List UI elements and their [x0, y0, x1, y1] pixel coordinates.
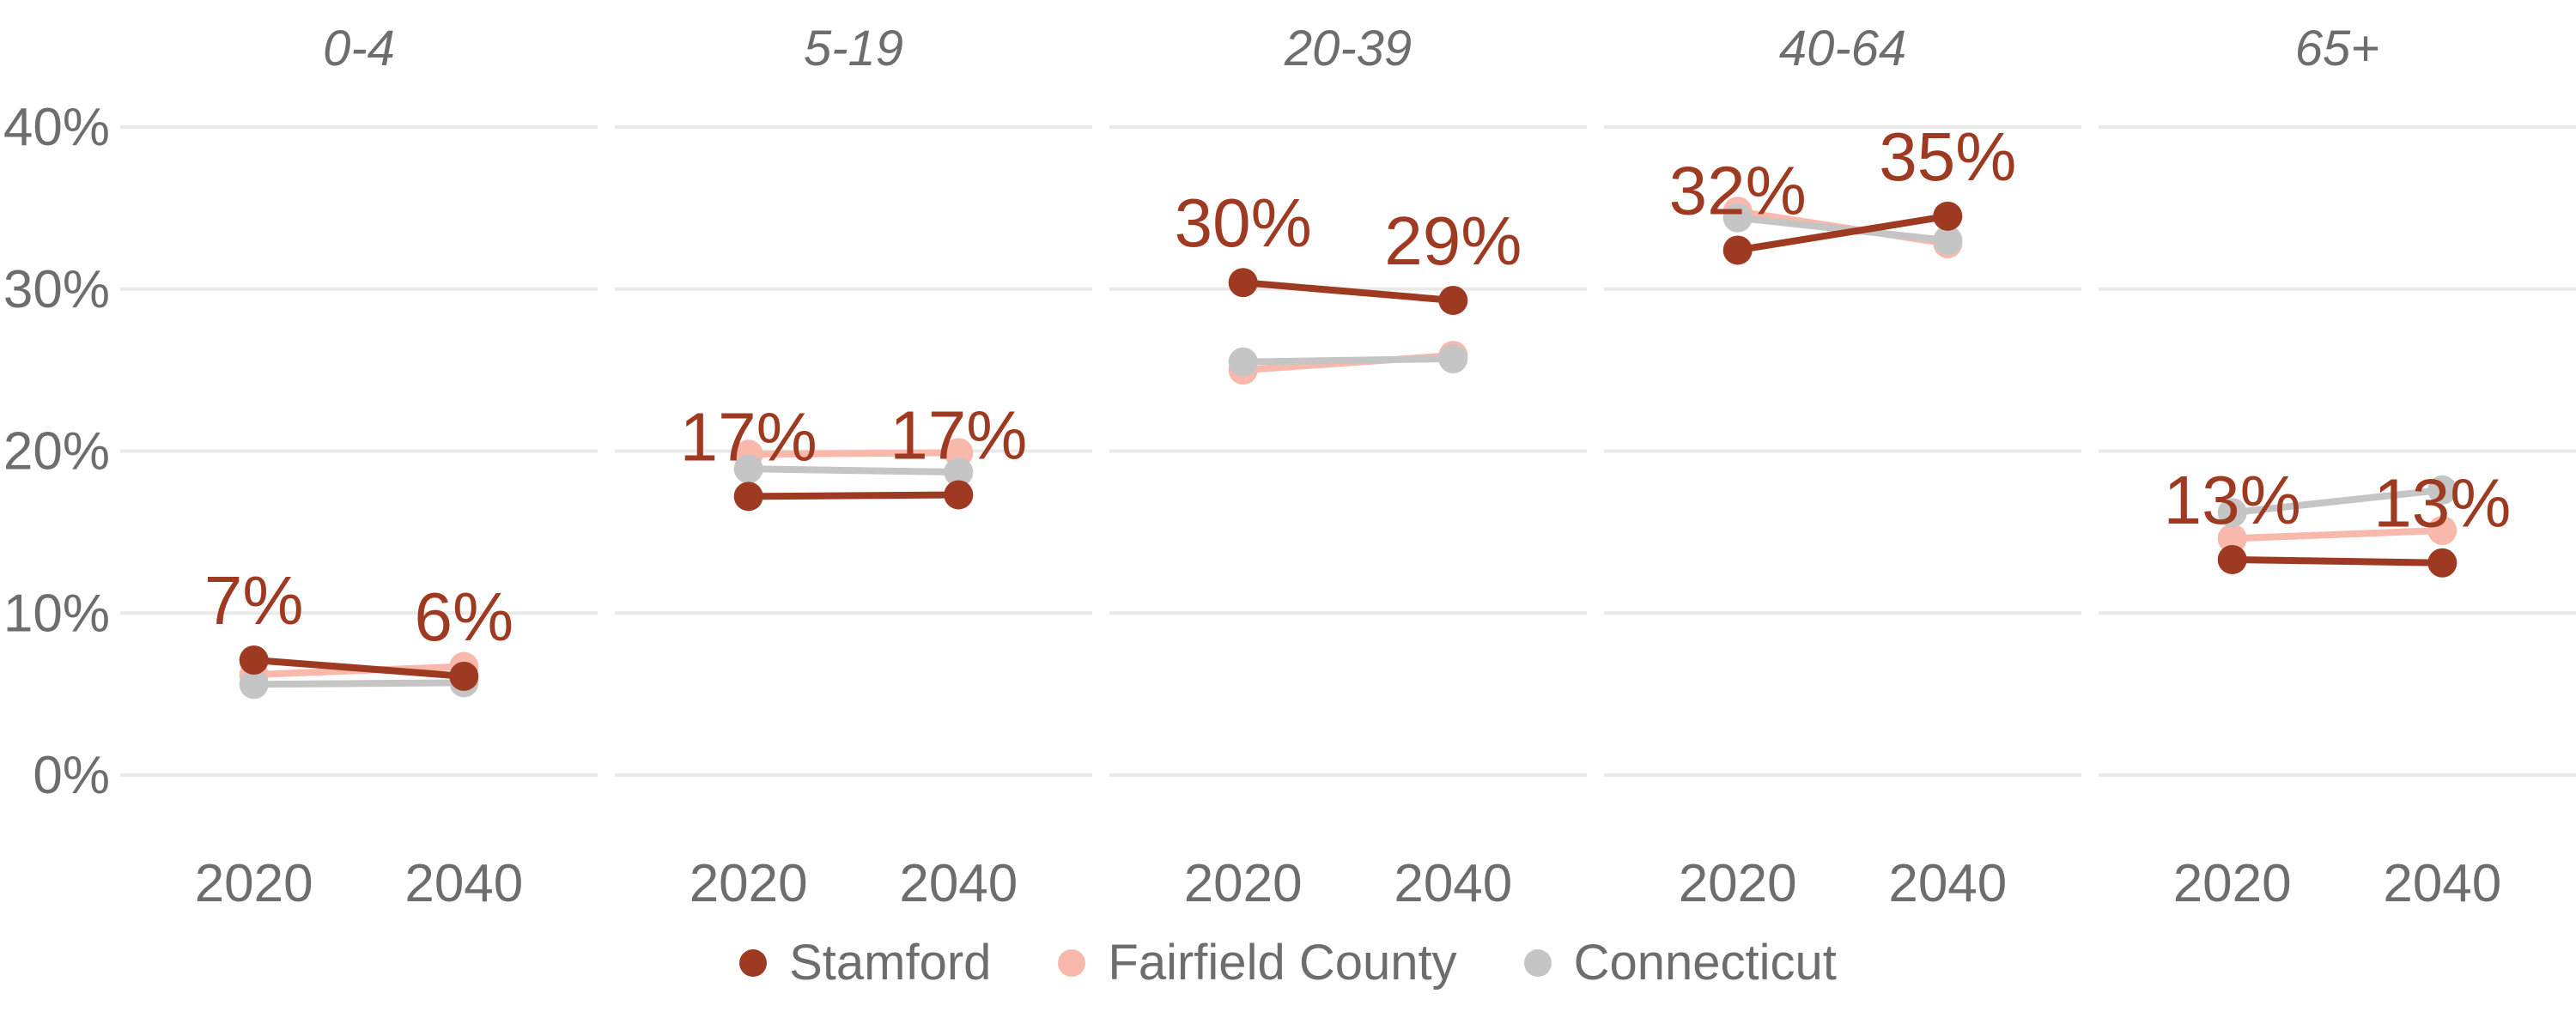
data-point-stamford-2020 [1722, 235, 1753, 265]
x-axis-tick-label-2020: 2020 [690, 854, 808, 913]
data-label-65+-2020: 13% [2164, 462, 2301, 538]
data-point-connecticut-2020 [2217, 498, 2247, 528]
legend-item-stamford: Stamford [739, 934, 991, 991]
y-axis-tick-label-0%: 0% [33, 746, 110, 805]
data-point-connecticut-2020 [239, 670, 269, 700]
data-point-stamford-2040 [449, 661, 479, 691]
series-line-fairfield-county [744, 449, 963, 458]
data-label-5-19-2040: 17% [890, 397, 1027, 473]
data-point-connecticut-2020 [1228, 347, 1258, 377]
y-axis-tick-label-10%: 10% [3, 584, 110, 643]
x-axis-tick-label-2040: 2040 [2383, 854, 2501, 913]
x-axis-tick-label-2040: 2040 [899, 854, 1018, 913]
facet-title-40-64: 40-64 [1779, 21, 1906, 76]
facet-title-0-4: 0-4 [323, 21, 395, 76]
legend-dot-connecticut [1523, 948, 1552, 977]
series-line-connecticut [2228, 486, 2446, 517]
data-point-stamford-2020 [1228, 268, 1258, 298]
data-point-connecticut-2040 [944, 457, 974, 488]
y-axis-tick-label-40%: 40% [3, 98, 110, 157]
data-point-fairfield-county-2020 [2217, 524, 2247, 554]
data-label-40-64-2020: 32% [1669, 152, 1807, 228]
facet-title-5-19: 5-19 [804, 21, 903, 76]
legend-label-stamford: Stamford [789, 935, 992, 991]
data-point-stamford-2020 [733, 482, 763, 512]
legend-item-fairfield-county: Fairfield County [1058, 934, 1457, 991]
data-point-connecticut-2020 [733, 454, 763, 484]
y-axis-tick-label-20%: 20% [3, 422, 110, 482]
data-point-connecticut-2040 [1438, 343, 1468, 373]
x-axis-tick-label-2020: 2020 [1184, 854, 1303, 913]
data-point-stamford-2020 [239, 645, 269, 675]
x-axis-tick-label-2040: 2040 [1394, 854, 1512, 913]
series-line-connecticut [1239, 354, 1457, 366]
data-point-stamford-2040 [1438, 285, 1468, 315]
legend-dot-stamford [739, 948, 768, 977]
series-line-stamford [2228, 555, 2446, 566]
data-label-20-39-2040: 29% [1384, 203, 1522, 279]
data-point-connecticut-2020 [1722, 203, 1753, 233]
data-label-20-39-2020: 30% [1175, 185, 1312, 261]
legend-item-connecticut: Connecticut [1523, 934, 1837, 991]
data-point-stamford-2020 [2217, 544, 2247, 574]
x-axis-tick-label-2040: 2040 [404, 854, 523, 913]
legend-label-fairfield-county: Fairfield County [1108, 935, 1457, 991]
legend: Stamford Fairfield County Connecticut [0, 934, 2576, 991]
legend-dot-fairfield-county [1058, 948, 1086, 977]
data-label-40-64-2040: 35% [1879, 118, 2016, 195]
series-line-connecticut [1734, 214, 1952, 245]
data-point-connecticut-2040 [1933, 226, 1963, 256]
x-axis-tick-label-2020: 2020 [1679, 854, 1797, 913]
series-line-connecticut [744, 465, 963, 476]
x-axis-tick-label-2040: 2040 [1888, 854, 2007, 913]
data-point-stamford-2040 [944, 480, 974, 510]
data-point-stamford-2040 [2427, 548, 2458, 578]
data-point-stamford-2040 [1933, 201, 1963, 231]
x-axis-tick-label-2020: 2020 [2173, 854, 2292, 913]
series-line-stamford [1734, 212, 1952, 254]
series-line-fairfield-county [2228, 526, 2446, 542]
series-line-stamford [744, 491, 963, 500]
data-label-0-4-2040: 6% [415, 579, 514, 655]
data-label-0-4-2020: 7% [204, 562, 304, 639]
data-point-fairfield-county-2040 [2427, 515, 2458, 545]
series-line-stamford [1239, 279, 1457, 304]
data-point-connecticut-2040 [2427, 475, 2458, 505]
x-axis-tick-label-2020: 2020 [195, 854, 313, 913]
facet-title-65+: 65+ [2295, 21, 2379, 76]
series-line-stamford [250, 656, 468, 680]
legend-label-connecticut: Connecticut [1573, 935, 1837, 991]
series-line-connecticut [250, 679, 468, 688]
data-label-65+-2040: 13% [2373, 465, 2511, 542]
facet-title-20-39: 20-39 [1284, 21, 1412, 76]
y-axis-tick-label-30%: 30% [3, 260, 110, 319]
data-label-5-19-2020: 17% [680, 398, 817, 475]
